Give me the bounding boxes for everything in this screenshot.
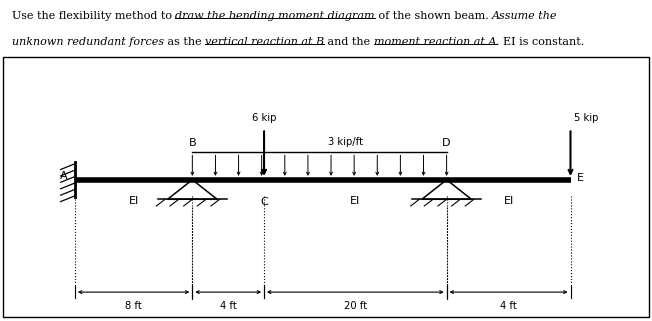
Bar: [3, 57, 649, 317]
Text: moment reaction at A: moment reaction at A: [374, 37, 496, 47]
Text: unknown redundant forces: unknown redundant forces: [12, 37, 164, 47]
Text: E: E: [577, 173, 584, 183]
Text: 4 ft: 4 ft: [220, 301, 237, 311]
Text: and the: and the: [324, 37, 374, 47]
Text: EI: EI: [128, 196, 139, 206]
Text: B: B: [188, 138, 196, 148]
Text: as the: as the: [164, 37, 205, 47]
Text: 4 ft: 4 ft: [500, 301, 517, 311]
Text: Assume the: Assume the: [492, 11, 557, 21]
Text: 8 ft: 8 ft: [125, 301, 142, 311]
Text: . EI is constant.: . EI is constant.: [496, 37, 584, 47]
Text: 3 kip/ft: 3 kip/ft: [328, 137, 363, 147]
Text: D: D: [442, 138, 451, 148]
Text: 20 ft: 20 ft: [344, 301, 367, 311]
Text: EI: EI: [350, 196, 361, 206]
Text: 5 kip: 5 kip: [574, 113, 598, 123]
Text: draw the bending moment diagram: draw the bending moment diagram: [175, 11, 375, 21]
Text: Use the flexibility method to: Use the flexibility method to: [12, 11, 175, 21]
Text: vertical reaction at B: vertical reaction at B: [205, 37, 324, 47]
Text: A: A: [59, 171, 67, 181]
Text: 6 kip: 6 kip: [252, 113, 276, 123]
Text: C: C: [260, 197, 268, 207]
Text: EI: EI: [503, 196, 514, 206]
Text: of the shown beam.: of the shown beam.: [375, 11, 492, 21]
